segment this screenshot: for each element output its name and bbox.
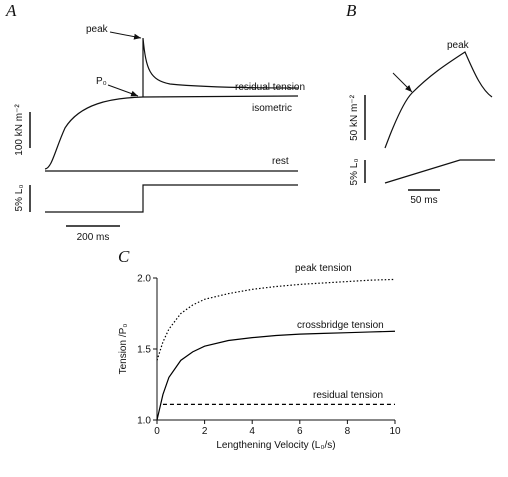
stretch-trace xyxy=(142,37,299,97)
y-tick-label: 1.0 xyxy=(137,416,151,427)
scale-label: 5% L₀ xyxy=(14,185,25,212)
scale-label: 100 kN m⁻² xyxy=(14,104,25,156)
annotation: P₀ xyxy=(96,76,107,87)
x-tick-label: 0 xyxy=(154,426,160,437)
scale-label: 50 ms xyxy=(410,195,437,206)
x-tick-label: 6 xyxy=(297,426,303,437)
arrow xyxy=(392,72,413,93)
force-trace xyxy=(384,51,493,149)
scale-label: 200 ms xyxy=(77,232,110,243)
annotation: peak xyxy=(86,24,109,35)
x-axis-label: Lengthening Velocity (L₀/s) xyxy=(216,440,335,451)
series-line xyxy=(156,330,396,421)
arrow xyxy=(109,31,142,40)
length-trace xyxy=(384,159,495,184)
arrow xyxy=(107,84,139,97)
panel-label: A xyxy=(5,1,17,20)
annotation: isometric xyxy=(252,103,292,114)
series-label: crossbridge tension xyxy=(297,320,384,331)
y-tick-label: 1.5 xyxy=(137,345,151,356)
y-axis-label: Tension /P₀ xyxy=(118,324,129,375)
x-tick-label: 10 xyxy=(389,426,401,437)
panel-label: C xyxy=(118,247,130,266)
y-tick-label: 2.0 xyxy=(137,274,151,285)
series-label: residual tension xyxy=(313,390,383,401)
scale-label: 50 kN m⁻² xyxy=(349,94,360,141)
isometric-trace xyxy=(44,95,299,170)
x-tick-label: 4 xyxy=(249,426,255,437)
length-trace xyxy=(45,184,298,213)
annotation: residual tension xyxy=(235,82,305,93)
series-label: peak tension xyxy=(295,263,352,274)
scale-label: 5% L₀ xyxy=(349,159,360,186)
annotation: rest xyxy=(272,156,289,167)
series-line xyxy=(156,278,396,361)
x-tick-label: 2 xyxy=(202,426,208,437)
annotation: peak xyxy=(447,40,470,51)
x-tick-label: 8 xyxy=(345,426,351,437)
panel-label: B xyxy=(346,1,357,20)
